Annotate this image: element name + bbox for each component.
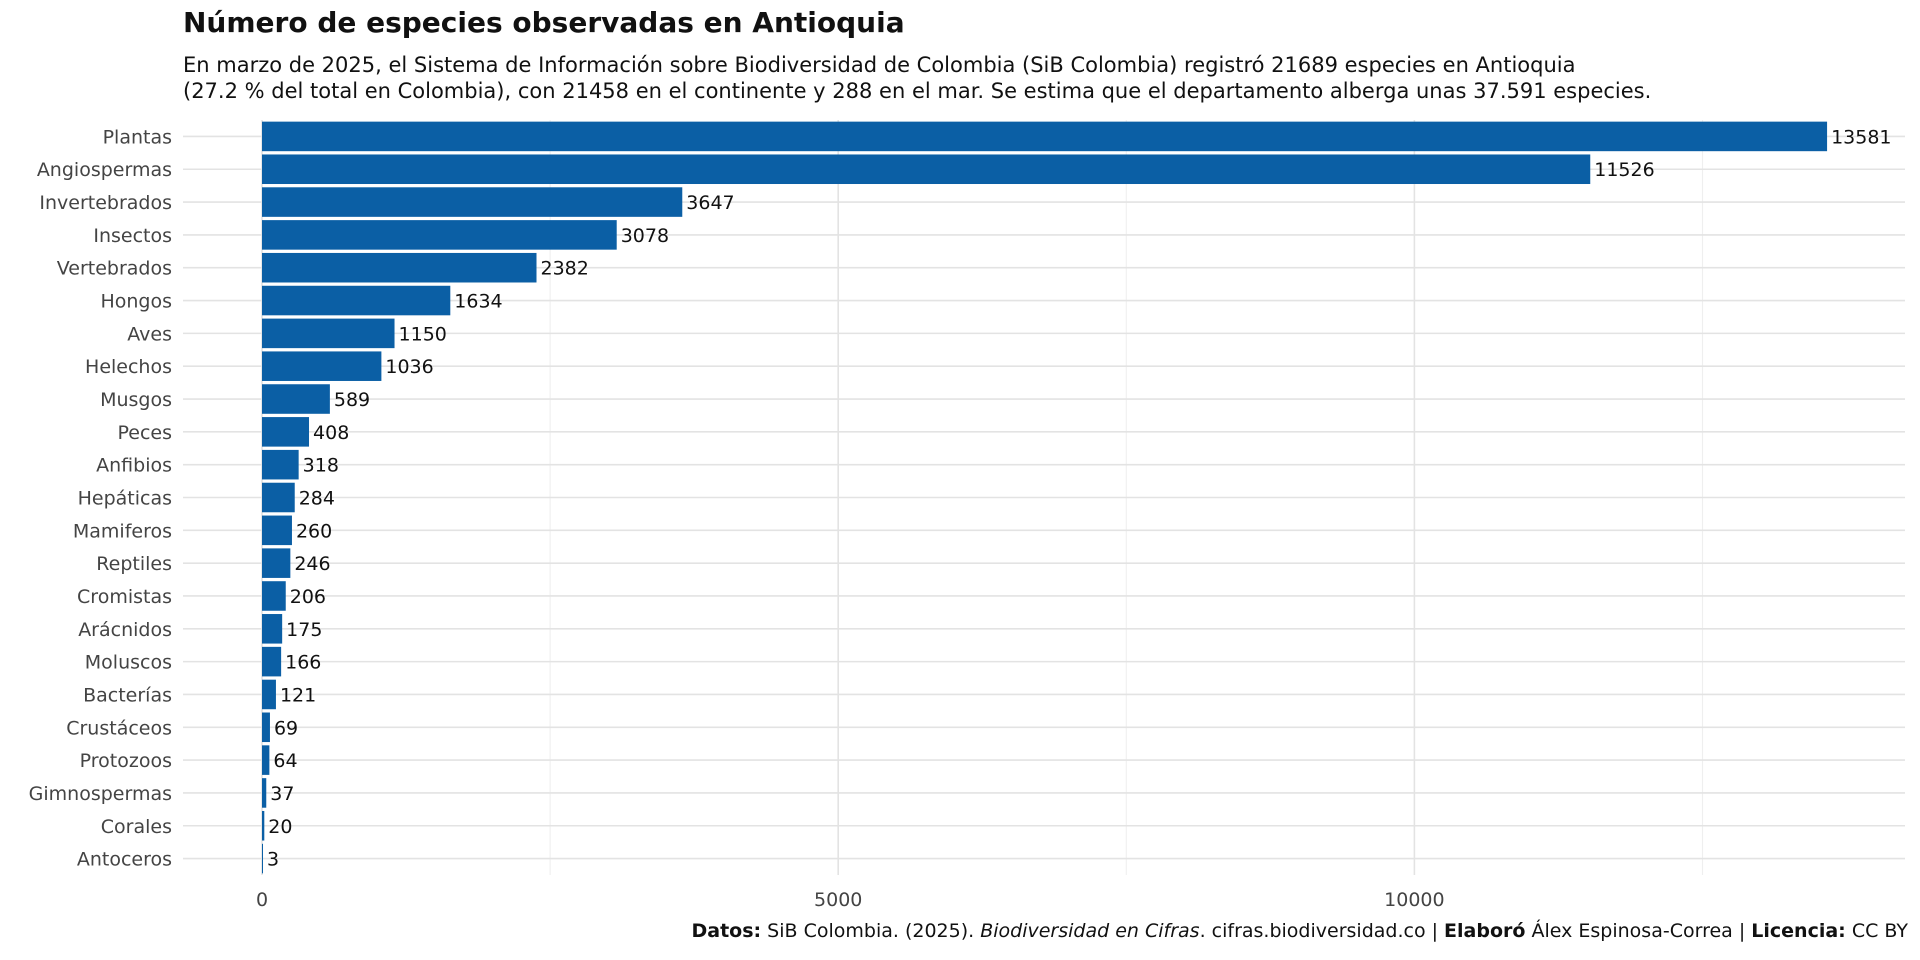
data-label: 2382 (541, 258, 589, 280)
chart-subtitle: En marzo de 2025, el Sistema de Informac… (183, 52, 1903, 104)
bar (262, 417, 310, 447)
category-label: Antoceros (77, 849, 172, 871)
bar (262, 351, 382, 381)
bar (262, 548, 291, 578)
data-label: 260 (296, 520, 332, 542)
bar (262, 384, 330, 414)
category-label: Angiospermas (37, 159, 172, 181)
bar (262, 581, 286, 611)
bar (262, 121, 1828, 152)
category-label: Musgos (100, 389, 172, 411)
bar (262, 778, 267, 808)
data-label: 20 (268, 816, 292, 838)
bar (262, 614, 283, 644)
category-label: Moluscos (85, 652, 172, 674)
data-label: 1150 (399, 323, 447, 345)
caption-licencia-text: CC BY (1845, 920, 1908, 942)
bar (262, 679, 276, 710)
subtitle-line-1: En marzo de 2025, el Sistema de Informac… (183, 53, 1576, 77)
bar (262, 843, 263, 874)
category-label: Peces (117, 422, 172, 444)
caption-datos-label: Datos: (691, 920, 762, 942)
category-label: Aves (127, 323, 172, 345)
data-label: 121 (280, 684, 316, 706)
category-label: Anfibios (96, 455, 172, 477)
chart-title: Número de especies observadas en Antioqu… (183, 6, 905, 39)
bar (262, 285, 451, 316)
category-label: Arácnidos (78, 619, 172, 641)
caption-licencia-label: Licencia: (1751, 920, 1846, 942)
bar (262, 515, 292, 546)
bar (262, 449, 299, 480)
category-label: Plantas (103, 126, 172, 148)
data-label: 166 (285, 652, 321, 674)
data-label: 1634 (454, 291, 502, 313)
bar (262, 482, 295, 513)
caption-datos-italic: Biodiversidad en Cifras (980, 920, 1200, 942)
bar (262, 252, 537, 283)
caption-elaboro-label: Elaboró (1444, 920, 1526, 942)
data-label: 408 (313, 422, 349, 444)
data-label: 13581 (1831, 126, 1891, 148)
data-label: 175 (286, 619, 322, 641)
data-label: 284 (299, 488, 335, 510)
caption-datos-url: . cifras.biodiversidad.co | (1199, 920, 1445, 942)
bar (262, 646, 282, 677)
bar (262, 745, 270, 775)
x-tick-label: 10000 (1384, 889, 1444, 911)
data-label: 206 (290, 586, 326, 608)
data-label: 11526 (1594, 159, 1654, 181)
bar (262, 187, 683, 217)
data-label: 3647 (686, 192, 734, 214)
category-label: Hepáticas (78, 488, 172, 510)
x-tick-label: 0 (256, 889, 268, 911)
data-label: 37 (270, 783, 294, 805)
caption-datos-text: SiB Colombia. (2025). (761, 920, 981, 942)
category-label: Hongos (100, 291, 172, 313)
data-label: 246 (294, 553, 330, 575)
bar (262, 220, 617, 250)
category-label: Mamiferos (73, 520, 172, 542)
data-label: 64 (273, 750, 297, 772)
data-label: 318 (303, 455, 339, 477)
category-label: Cromistas (77, 586, 172, 608)
x-tick-label: 5000 (814, 889, 862, 911)
category-label: Insectos (93, 225, 172, 247)
data-label: 3078 (621, 225, 669, 247)
category-label: Gimnospermas (29, 783, 172, 805)
data-label: 69 (274, 717, 298, 739)
subtitle-line-2: (27.2 % del total en Colombia), con 2145… (183, 79, 1652, 103)
bar (262, 810, 265, 841)
bar (262, 712, 270, 743)
category-label: Reptiles (96, 553, 172, 575)
category-label: Vertebrados (57, 258, 172, 280)
data-label: 3 (267, 849, 279, 871)
category-label: Corales (101, 816, 172, 838)
data-label: 589 (334, 389, 370, 411)
category-label: Crustáceos (66, 717, 172, 739)
bar (262, 318, 395, 349)
category-label: Invertebrados (39, 192, 172, 214)
category-label: Helechos (85, 356, 172, 378)
data-label: 1036 (385, 356, 433, 378)
category-label: Bacterías (83, 684, 172, 706)
caption-elaboro-text: Álex Espinosa-Correa | (1525, 920, 1752, 942)
chart-caption: Datos: SiB Colombia. (2025). Biodiversid… (691, 920, 1908, 942)
category-label: Protozoos (80, 750, 172, 772)
bar (262, 154, 1591, 185)
